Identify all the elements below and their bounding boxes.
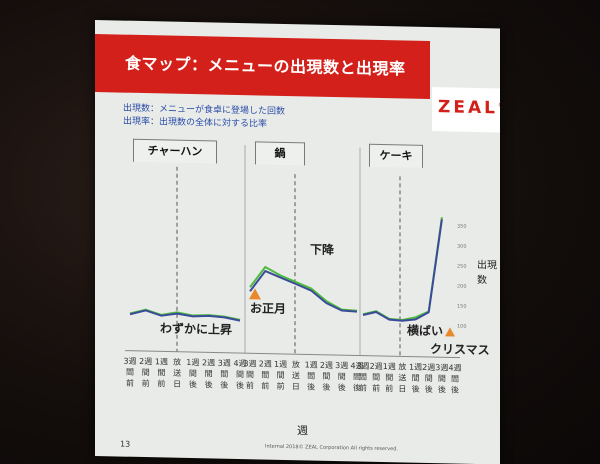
x-tick-label: 2週間後 — [319, 360, 333, 392]
x-tick-label: 1週間前 — [154, 357, 168, 389]
x-tick-label: 1週間後 — [409, 362, 423, 394]
x-axis — [125, 350, 460, 359]
y-tick-label: 250 — [457, 264, 467, 270]
annotation-decline: 下降 — [310, 242, 335, 258]
annotation-christmas: クリスマス — [430, 342, 490, 358]
x-tick-label: 放送日 — [291, 360, 300, 392]
x-tick-label: 1週間後 — [186, 357, 200, 390]
x-axis-label: 週 — [297, 424, 308, 438]
presentation-slide: 食マップ：メニューの出現数と出現率 ZEAL® 出現数：メニューが食卓に登場した… — [95, 20, 500, 464]
x-tick-label: 2週間前 — [369, 361, 383, 393]
y-tick-label: 350 — [457, 224, 467, 230]
x-tick-label: 1週間前 — [274, 359, 288, 391]
y-axis-label: 出現数 — [477, 260, 497, 287]
annotation-new-year: お正月 — [250, 301, 287, 317]
x-tick-label: 2週間前 — [258, 359, 272, 391]
x-tick-label: 2週間後 — [202, 358, 216, 390]
x-tick-label: 2週間後 — [422, 362, 436, 395]
x-tick-label: 1週間前 — [382, 362, 396, 394]
annotation-flat: 横ばい — [407, 323, 444, 339]
series-line-1-panel-1 — [249, 270, 358, 313]
y-tick-label: 100 — [457, 324, 467, 330]
y-tick-label: 300 — [457, 244, 467, 250]
x-tick-label: 3週間前 — [243, 359, 257, 391]
annotation-slight-rise: わずかに上昇 — [160, 321, 233, 337]
y-tick-label: 200 — [457, 284, 467, 290]
series-line-1-panel-0 — [129, 309, 241, 322]
x-tick-label: 3週間後 — [435, 363, 449, 395]
y-tick-label: 50 — [457, 344, 463, 350]
x-tick-label: 3週間後 — [335, 361, 349, 393]
x-tick-label: 放送日 — [398, 362, 407, 394]
x-tick-label: 4週間後 — [448, 363, 462, 395]
series-line-1-panel-2 — [362, 219, 443, 322]
x-tick-label: 3週間前 — [356, 361, 370, 393]
page-number: 13 — [120, 439, 131, 449]
x-tick-label: 2週間前 — [139, 356, 153, 389]
line-chart: 350 300 250 200 150 100 50 — [125, 145, 467, 359]
y-tick-label: 150 — [457, 304, 467, 310]
christmas-marker-icon — [445, 327, 455, 337]
x-tick-label: 3週間前 — [123, 356, 137, 388]
x-tick-label: 1週間後 — [304, 360, 318, 392]
x-tick-label: 3週間後 — [217, 358, 231, 390]
new-year-marker-icon — [249, 288, 261, 300]
x-tick-label: 放送日 — [173, 357, 182, 389]
